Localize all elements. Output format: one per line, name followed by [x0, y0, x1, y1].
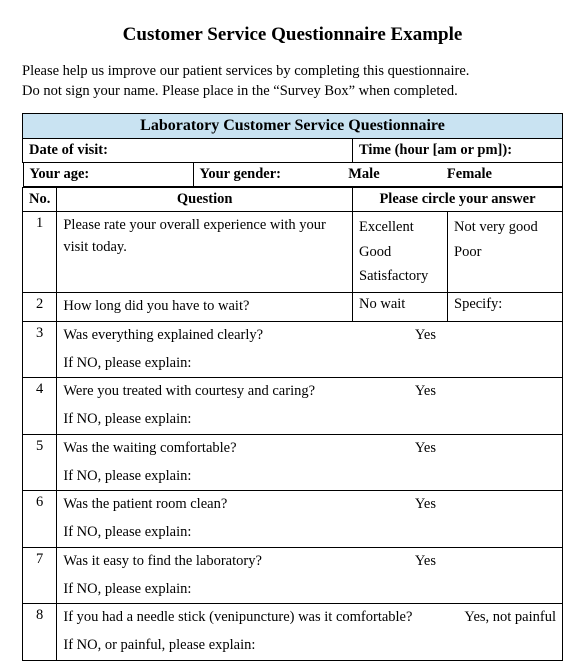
age-label: Your age:: [23, 163, 193, 187]
answer-yes: Yes, not painful: [446, 607, 556, 629]
row-question: Was the waiting comfortable?: [63, 438, 397, 460]
row-question: How long did you have to wait?: [57, 293, 353, 322]
time-label: Time (hour [am or pm]):: [353, 139, 563, 163]
col-header-no: No.: [23, 188, 57, 212]
explain-prompt: If NO, please explain:: [63, 522, 556, 544]
table-row: 1 Please rate your overall experience wi…: [23, 212, 563, 293]
explain-prompt: If NO, please explain:: [63, 353, 556, 375]
row-question-block: Was the waiting comfortable? Yes If NO, …: [57, 434, 563, 491]
answer-option: Satisfactory: [359, 264, 441, 289]
row-answers-col1: Excellent Good Satisfactory: [353, 212, 448, 293]
explain-prompt: If NO, please explain:: [63, 409, 556, 431]
answer-yes: Yes: [397, 325, 556, 347]
col-header-answer: Please circle your answer: [353, 188, 563, 212]
explain-prompt: If NO, please explain:: [63, 579, 556, 601]
row-no: 7: [23, 547, 57, 604]
gender-male: Male: [348, 166, 379, 182]
questionnaire-table: Laboratory Customer Service Questionnair…: [22, 113, 563, 661]
row-no: 6: [23, 491, 57, 548]
row-question: Was everything explained clearly?: [63, 325, 397, 347]
row-question-block: Was the patient room clean? Yes If NO, p…: [57, 491, 563, 548]
intro-line-1: Please help us improve our patient servi…: [22, 63, 469, 79]
row-question: Was the patient room clean?: [63, 494, 397, 516]
row-no: 2: [23, 293, 57, 322]
row-question-block: Were you treated with courtesy and carin…: [57, 378, 563, 435]
col-header-question: Question: [57, 188, 353, 212]
page-title: Customer Service Questionnaire Example: [22, 24, 563, 46]
explain-prompt: If NO, please explain:: [63, 466, 556, 488]
answer-option: Not very good: [454, 215, 556, 240]
row-no: 8: [23, 604, 57, 661]
page: Customer Service Questionnaire Example P…: [0, 0, 585, 661]
row-question: Were you treated with courtesy and carin…: [63, 381, 397, 403]
answer-yes: Yes: [397, 438, 556, 460]
row-question-block: Was everything explained clearly? Yes If…: [57, 321, 563, 378]
intro-line-2: Do not sign your name. Please place in t…: [22, 83, 458, 99]
row-no: 1: [23, 212, 57, 293]
intro-text: Please help us improve our patient servi…: [22, 62, 563, 101]
row-answers-col2: Not very good Poor: [448, 212, 563, 293]
table-row: 3 Was everything explained clearly? Yes …: [23, 321, 563, 378]
answer-option: Good: [359, 240, 441, 265]
table-row: 6 Was the patient room clean? Yes If NO,…: [23, 491, 563, 548]
table-row: 5 Was the waiting comfortable? Yes If NO…: [23, 434, 563, 491]
row-question: If you had a needle stick (venipuncture)…: [63, 607, 446, 629]
answer-option: No wait: [353, 293, 448, 322]
table-row: 8 If you had a needle stick (venipunctur…: [23, 604, 563, 661]
table-row: 2 How long did you have to wait? No wait…: [23, 293, 563, 322]
answer-option: Excellent: [359, 215, 441, 240]
explain-prompt: If NO, or painful, please explain:: [63, 635, 556, 657]
date-of-visit-label: Date of visit:: [23, 139, 353, 163]
row-question-block: Was it easy to find the laboratory? Yes …: [57, 547, 563, 604]
answer-option: Specify:: [448, 293, 563, 322]
table-row: 4 Were you treated with courtesy and car…: [23, 378, 563, 435]
row-no: 3: [23, 321, 57, 378]
table-banner: Laboratory Customer Service Questionnair…: [23, 114, 563, 139]
row-no: 4: [23, 378, 57, 435]
row-question: Please rate your overall experience with…: [57, 212, 353, 293]
gender-label: Your gender:: [200, 166, 282, 182]
answer-yes: Yes: [397, 551, 556, 573]
row-no: 5: [23, 434, 57, 491]
answer-option: Poor: [454, 240, 556, 265]
row-question: Was it easy to find the laboratory?: [63, 551, 397, 573]
answer-yes: Yes: [397, 381, 556, 403]
answer-yes: Yes: [397, 494, 556, 516]
table-row: 7 Was it easy to find the laboratory? Ye…: [23, 547, 563, 604]
gender-female: Female: [447, 166, 492, 182]
row-question-block: If you had a needle stick (venipuncture)…: [57, 604, 563, 661]
